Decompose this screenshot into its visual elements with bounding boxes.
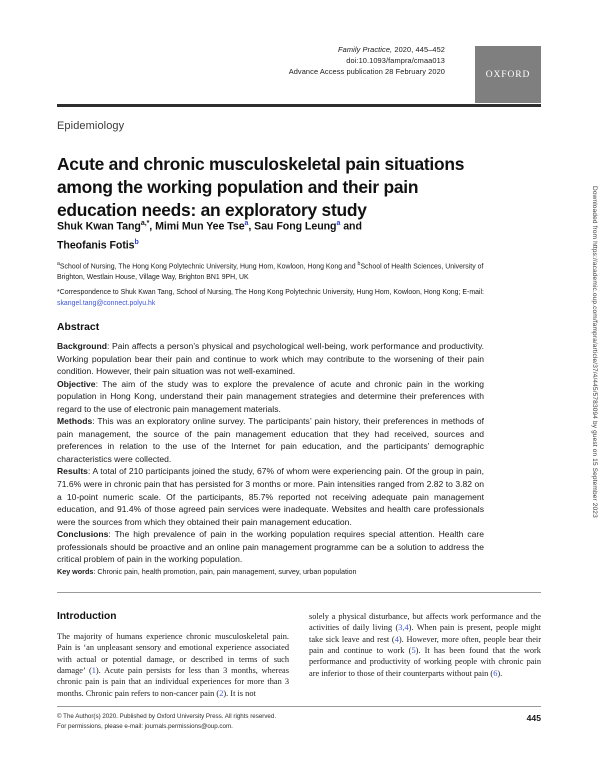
author-list: Shuk Kwan Tanga,*, Mimi Mun Yee Tsea, Sa…: [57, 216, 487, 254]
author-separator-2: , Sau Fong Leung: [248, 220, 337, 233]
copyright-line-1: © The Author(s) 2020. Published by Oxfor…: [57, 713, 277, 720]
abstract-background: Background: Pain affects a person’s phys…: [57, 340, 484, 378]
abstract-conclusions: Conclusions: The high prevalence of pain…: [57, 528, 484, 566]
correspondence-note: *Correspondence to Shuk Kwan Tang, Schoo…: [57, 288, 489, 309]
citation-ref-2[interactable]: 2: [219, 688, 224, 698]
correspondence-text: *Correspondence to Shuk Kwan Tang, Schoo…: [57, 289, 484, 296]
citation-ref-5[interactable]: 5: [411, 646, 416, 656]
intro-right-text-5: ).: [497, 668, 503, 678]
author-4-affiliation-marker: b: [134, 239, 139, 247]
header-divider-rule: [57, 104, 541, 107]
correspondence-email-link[interactable]: skangel.tang@connect.polyu.hk: [57, 299, 156, 307]
intro-paragraph-left: The majority of humans experience chroni…: [57, 631, 289, 699]
affiliation-a-marker: a: [57, 261, 60, 267]
abstract-results-text: : A total of 210 participants joined the…: [57, 466, 484, 527]
abstract-body: Background: Pain affects a person’s phys…: [57, 340, 484, 566]
copyright-line-2: For permissions, please e-mail: journals…: [57, 723, 233, 731]
journal-citation-line: Family Practice, 2020, 445–452: [289, 44, 445, 55]
copyright-notice: © The Author(s) 2020. Published by Oxfor…: [57, 712, 477, 732]
abstract-methods-text: : This was an exploratory online survey.…: [57, 416, 484, 464]
intro-left-text-3: ). It is not: [223, 688, 256, 698]
abstract-results: Results: A total of 210 participants joi…: [57, 465, 484, 528]
abstract-methods-label: Methods: [57, 416, 93, 427]
affiliations: aSchool of Nursing, The Hong Kong Polyte…: [57, 259, 489, 283]
author-2-affiliation-marker: a: [244, 220, 249, 227]
footer-divider-rule: [57, 706, 541, 707]
citation-ref-6[interactable]: 6: [493, 668, 498, 678]
keywords-line: Key words: Chronic pain, health promotio…: [57, 566, 484, 577]
abstract-divider-rule: [57, 592, 541, 593]
citation-ref-3-4[interactable]: 3,4: [398, 623, 409, 633]
abstract-objective-text: : The aim of the study was to explore th…: [57, 378, 484, 414]
abstract-methods: Methods: This was an exploratory online …: [57, 415, 484, 465]
affiliation-b-marker: b: [357, 261, 361, 267]
page-number: 445: [526, 713, 541, 723]
citation-ref-4[interactable]: 4: [394, 634, 399, 644]
body-column-right: solely a physical disturbance, but affec…: [309, 611, 541, 679]
author-name-1: Shuk Kwan Tang: [57, 220, 141, 233]
intro-right-text-2: ). When pain is present, people might ta…: [309, 623, 541, 644]
author-separator-1: , Mimi Mun Yee Tse: [149, 220, 245, 233]
intro-right-text-4: ). It has been found that the work perfo…: [309, 646, 541, 678]
author-separator-3: and: [340, 220, 362, 233]
advance-access-line: Advance Access publication 28 February 2…: [288, 67, 445, 77]
intro-left-text-1: The majority of humans experience chroni…: [57, 632, 289, 676]
body-column-left: The majority of humans experience chroni…: [57, 631, 289, 699]
author-3-affiliation-marker: a: [336, 220, 341, 227]
intro-left-text-2: ). Acute pain persists for less than 3 m…: [57, 666, 289, 698]
affiliation-b-text: School of Health Sciences, University of…: [57, 263, 484, 281]
author-1-affiliation-marker: a,*: [140, 220, 150, 227]
article-title: Acute and chronic musculoskeletal pain s…: [57, 153, 465, 221]
abstract-objective: Objective: The aim of the study was to e…: [57, 378, 484, 416]
keywords-text: : Chronic pain, health promotion, pain, …: [93, 567, 357, 576]
citation-ref-1[interactable]: 1: [91, 666, 96, 676]
abstract-heading: Abstract: [57, 322, 100, 333]
article-section-label: Epidemiology: [57, 120, 125, 132]
introduction-heading: Introduction: [57, 611, 117, 622]
abstract-conclusions-label: Conclusions: [57, 529, 109, 540]
keywords-label: Key words: [57, 567, 94, 576]
journal-volume-pages: 2020, 445–452: [392, 45, 445, 54]
oxford-university-press-logo: OXFORD: [475, 46, 541, 103]
download-source-watermark: Downloaded from https://academic.oup.com…: [591, 186, 598, 518]
journal-citation-block: Family Practice, 2020, 445–452 doi:10.10…: [289, 44, 445, 78]
author-name-4: Theofanis Fotis: [57, 239, 135, 252]
abstract-results-label: Results: [57, 466, 88, 477]
journal-title: Family Practice,: [338, 45, 393, 54]
abstract-objective-label: Objective: [57, 378, 96, 389]
intro-paragraph-right: solely a physical disturbance, but affec…: [309, 611, 541, 679]
affiliation-a-text: School of Nursing, The Hong Kong Polytec…: [59, 263, 358, 271]
journal-doi: doi:10.1093/fampra/cmaa013: [346, 56, 445, 66]
abstract-conclusions-text: : The high prevalence of pain in the wor…: [57, 529, 484, 565]
abstract-background-label: Background: [57, 341, 107, 351]
abstract-background-text: : Pain affects a person’s physical and p…: [57, 341, 484, 377]
intro-right-text-3: ). However, more often, people bear thei…: [309, 634, 541, 656]
intro-right-text-1: solely a physical disturbance, but affec…: [309, 612, 541, 633]
masthead: Family Practice, 2020, 445–452 doi:10.10…: [57, 44, 541, 106]
